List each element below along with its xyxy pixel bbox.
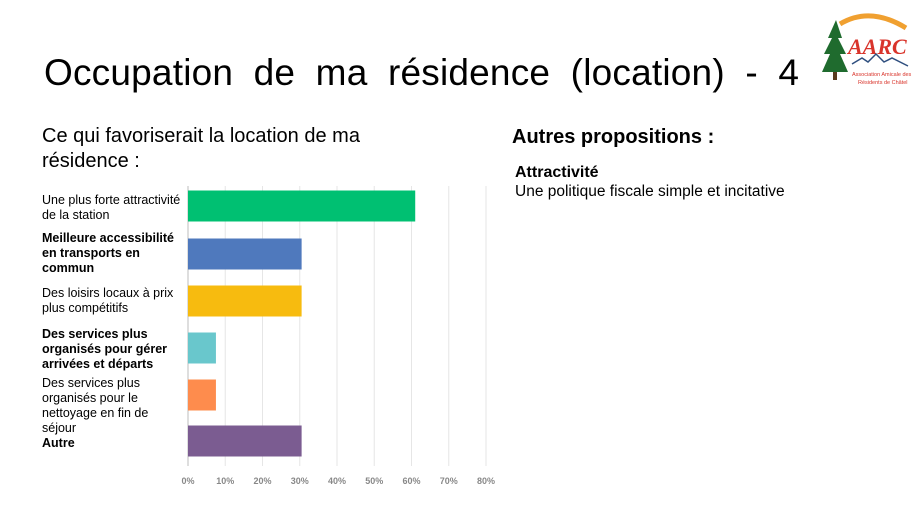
other-proposals-heading: Autres propositions :: [512, 126, 715, 148]
category-label-2: Meilleure accessibilité en transports en…: [42, 231, 175, 275]
x-tick-label: 10%: [216, 476, 234, 486]
x-tick-label: 60%: [402, 476, 420, 486]
proposal-title: Attractivité: [515, 164, 599, 181]
aarc-logo: AARC Association Amicale des Résidents d…: [818, 12, 918, 96]
x-tick-label: 80%: [477, 476, 495, 486]
bar: [188, 332, 216, 364]
x-tick-label: 50%: [365, 476, 383, 486]
proposal-text: Une politique fiscale simple et incitati…: [515, 183, 785, 200]
bar: [188, 379, 216, 411]
bar: [188, 190, 416, 222]
bar: [188, 425, 302, 457]
x-tick-label: 70%: [440, 476, 458, 486]
category-label-5: Des services plus organisés pour le nett…: [42, 376, 149, 435]
x-tick-label: 20%: [253, 476, 271, 486]
x-tick-label: 40%: [328, 476, 346, 486]
bar-chart: 0% 10% 20% 30% 40% 50% 60% 70% 80%: [181, 186, 495, 486]
chart-question: Ce qui favoriserait la location de ma ré…: [42, 125, 360, 172]
x-tick-label: 30%: [291, 476, 309, 486]
category-label-4: Des services plus organisés pour gérer a…: [42, 327, 168, 371]
svg-text:Résidents de Châtel: Résidents de Châtel: [858, 80, 908, 86]
x-tick-label: 0%: [181, 476, 194, 486]
category-label-1: Une plus forte attractivité de la statio…: [42, 193, 181, 222]
bar: [188, 238, 302, 270]
bar: [188, 285, 302, 317]
slide-title: Occupation de ma résidence (location) - …: [44, 52, 800, 93]
svg-text:Association Amicale des: Association Amicale des: [852, 72, 912, 78]
category-label-3: Des loisirs locaux à prix plus compétiti…: [42, 286, 174, 315]
category-label-6: Autre: [42, 436, 75, 450]
